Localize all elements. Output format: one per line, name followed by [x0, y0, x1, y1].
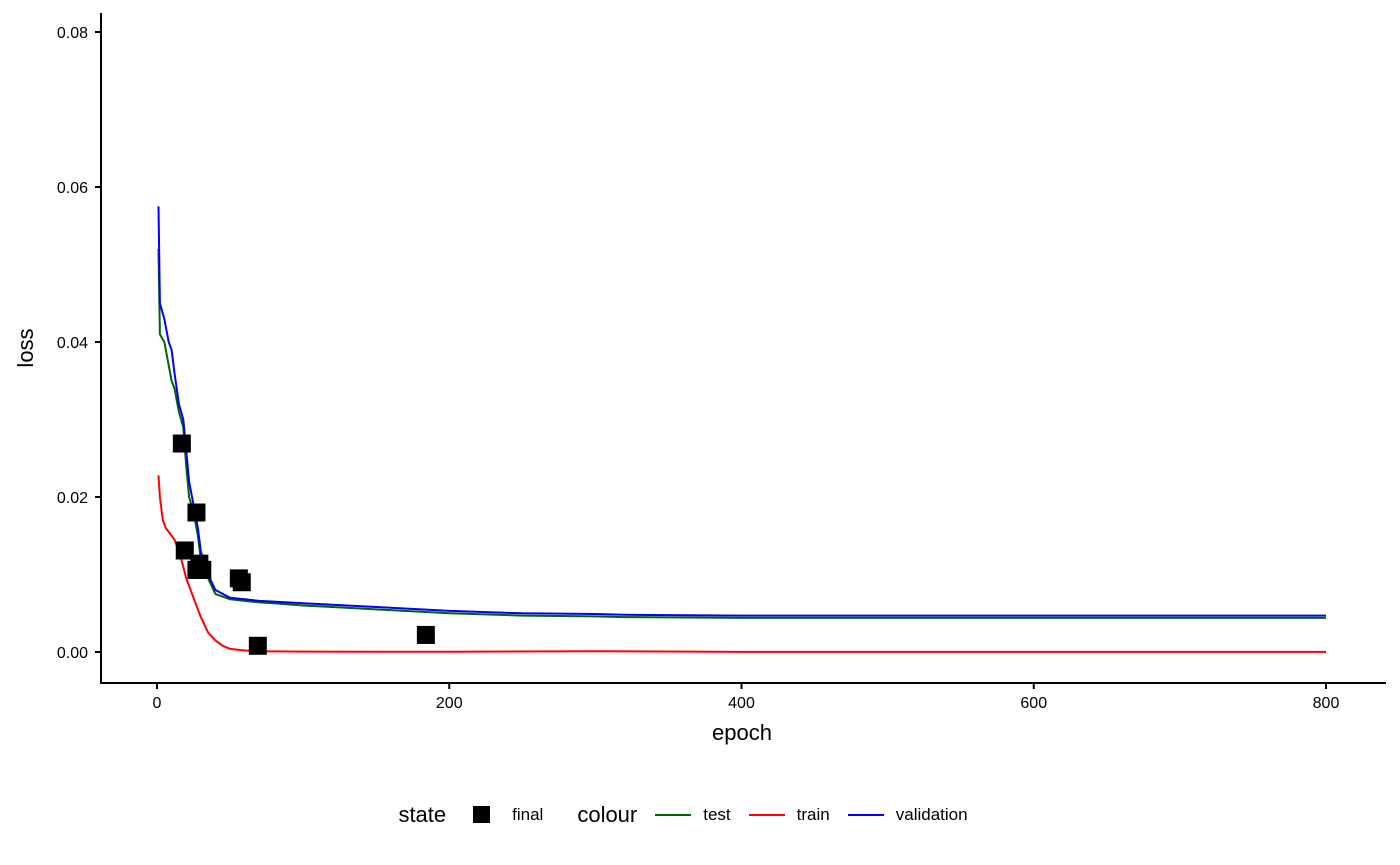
final-points: [172, 434, 435, 655]
y-tick-label: 0.08: [57, 25, 88, 42]
series-lines: [157, 206, 1326, 653]
train-line: [157, 475, 1326, 653]
legend-label-final: final: [512, 805, 544, 824]
y-tick-label: 0.06: [57, 180, 88, 197]
train-line-icon: [747, 805, 787, 825]
x-axis-ticks: 0 200 400 600 800: [153, 683, 1340, 712]
y-axis-ticks: 0.00 0.02 0.04 0.06 0.08: [57, 25, 101, 662]
y-tick-label: 0.04: [57, 335, 88, 352]
final-point-marker: [187, 503, 206, 522]
legend-state: state final: [398, 802, 559, 828]
test-line: [157, 248, 1326, 619]
legend-label-validation: validation: [895, 805, 968, 824]
x-tick-label: 0: [153, 695, 162, 712]
final-point-marker: [248, 636, 267, 655]
validation-line: [157, 206, 1326, 617]
x-tick-label: 200: [436, 695, 463, 712]
y-tick-label: 0.00: [57, 645, 88, 662]
x-tick-label: 400: [728, 695, 755, 712]
x-axis-title: epoch: [712, 720, 772, 745]
legend-colour: colour test train validation: [577, 802, 983, 828]
y-axis-title: loss: [13, 328, 38, 367]
legend-colour-title: colour: [577, 802, 638, 827]
final-point-marker: [232, 573, 251, 592]
final-point-marker: [175, 541, 194, 560]
legend-state-title: state: [398, 802, 447, 827]
legend-label-train: train: [796, 805, 830, 824]
final-point-marker: [193, 560, 212, 579]
final-point-marker: [416, 625, 435, 644]
legend: state final colour test train validation: [0, 795, 1400, 835]
validation-line-icon: [846, 805, 886, 825]
y-tick-label: 0.02: [57, 490, 88, 507]
x-tick-label: 600: [1020, 695, 1047, 712]
test-line-icon: [653, 805, 693, 825]
x-tick-label: 800: [1313, 695, 1340, 712]
legend-label-test: test: [703, 805, 731, 824]
square-marker-icon: [462, 805, 502, 825]
final-point-marker: [172, 434, 191, 453]
